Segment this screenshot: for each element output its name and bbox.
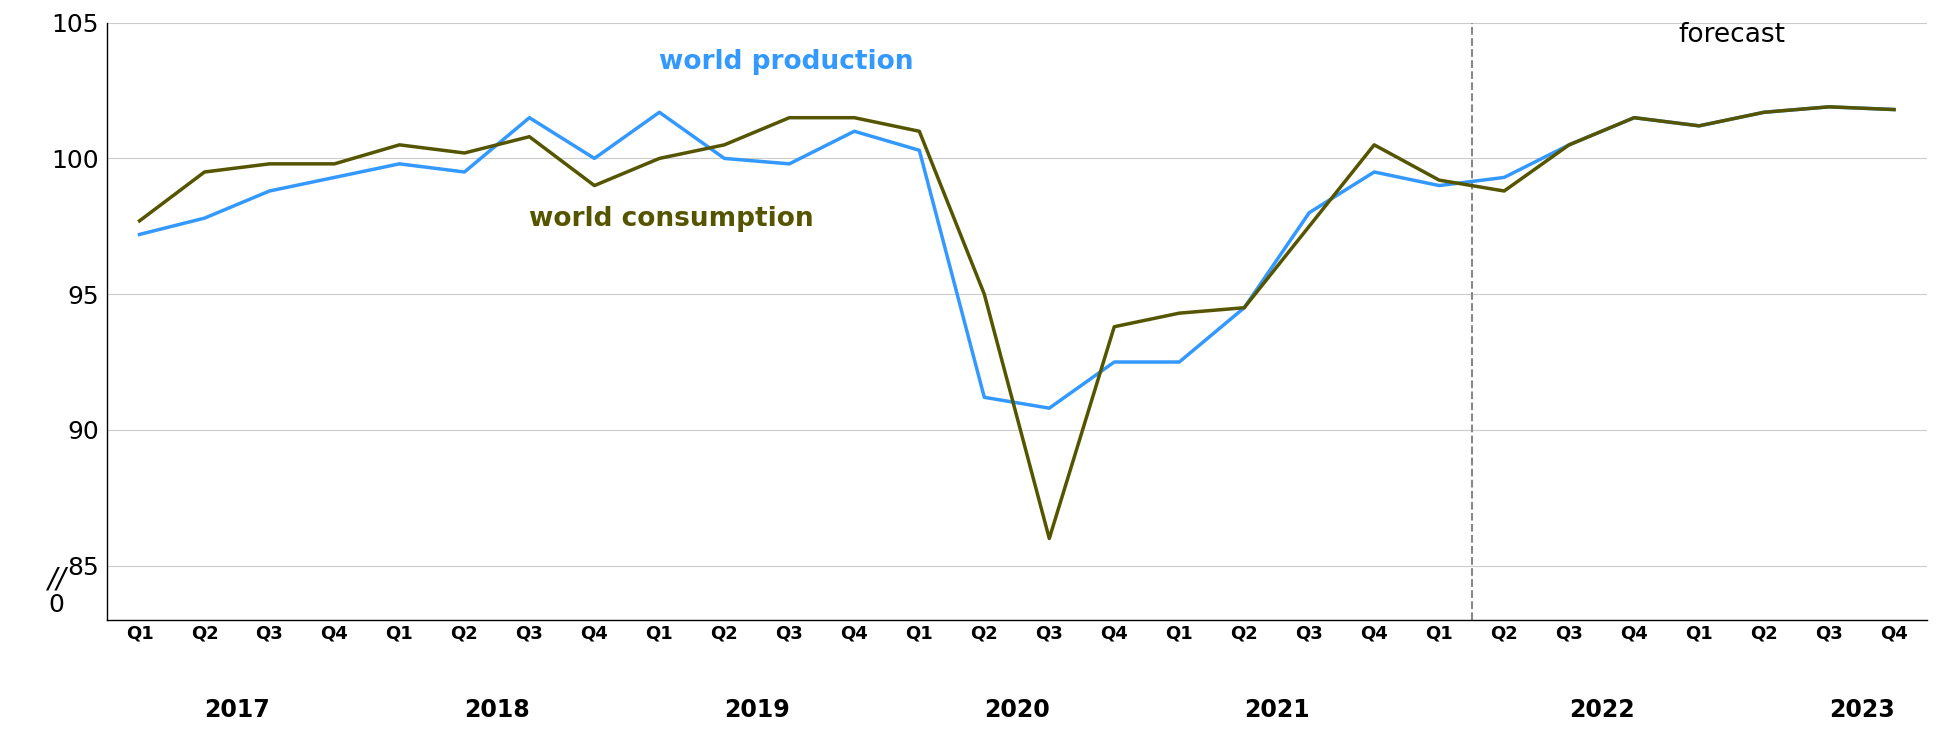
Text: world consumption: world consumption — [529, 206, 813, 232]
Text: //: // — [47, 565, 66, 593]
Text: 2017: 2017 — [204, 698, 270, 721]
Text: 2021: 2021 — [1243, 698, 1310, 721]
Text: 2018: 2018 — [463, 698, 529, 721]
Text: 0: 0 — [49, 593, 64, 617]
Text: 2019: 2019 — [724, 698, 790, 721]
Text: 2022: 2022 — [1568, 698, 1635, 721]
Text: 2023: 2023 — [1829, 698, 1895, 721]
Text: forecast: forecast — [1677, 22, 1784, 48]
Text: 2020: 2020 — [985, 698, 1049, 721]
Text: world production: world production — [660, 49, 915, 75]
